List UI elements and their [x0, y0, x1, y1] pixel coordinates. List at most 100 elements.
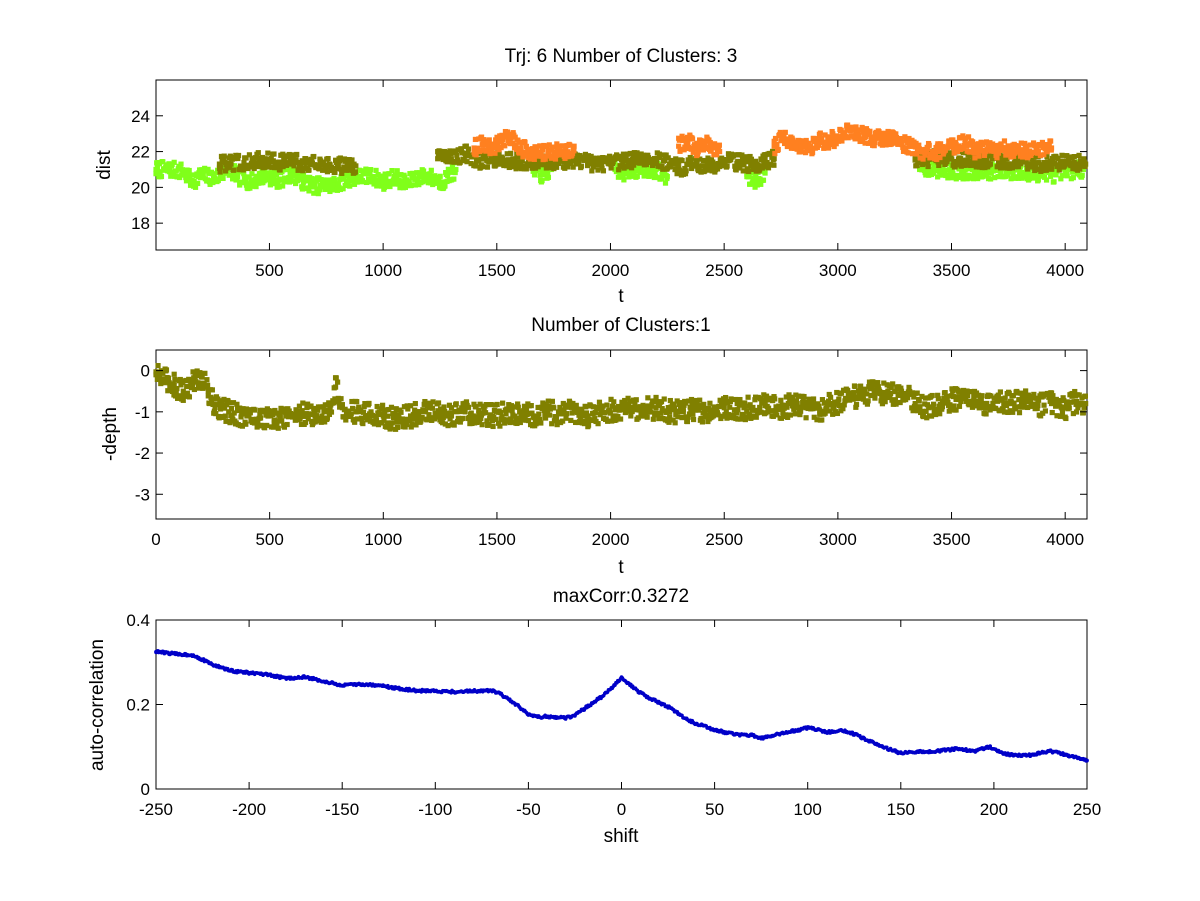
- data-point: [241, 159, 247, 166]
- data-point: [961, 162, 967, 169]
- data-point: [644, 170, 650, 176]
- data-point: [787, 412, 793, 418]
- data-point: [497, 161, 504, 167]
- data-point: [808, 399, 815, 405]
- data-point: [463, 143, 469, 149]
- data-point: [1056, 398, 1062, 404]
- data-point: [170, 169, 176, 175]
- data-point: [324, 169, 331, 175]
- data-point: [926, 404, 932, 410]
- data-point: [334, 166, 340, 172]
- ytick-label: -1: [135, 403, 150, 422]
- data-point: [554, 141, 560, 147]
- data-point: [283, 162, 290, 168]
- data-point: [727, 404, 733, 410]
- data-point: [960, 387, 967, 394]
- data-point: [490, 423, 496, 430]
- data-point: [452, 148, 459, 154]
- data-point: [913, 140, 919, 146]
- data-point: [974, 167, 980, 173]
- data-point: [1045, 146, 1052, 152]
- data-point: [942, 167, 948, 174]
- data-point: [183, 377, 189, 384]
- data-point: [850, 396, 856, 402]
- data-point: [1042, 408, 1049, 414]
- data-point: [723, 394, 729, 401]
- series-cluster-3: [471, 122, 1055, 163]
- data-point: [557, 158, 563, 164]
- data-point: [852, 136, 858, 142]
- data-point: [225, 160, 231, 166]
- data-point: [819, 417, 825, 423]
- data-point: [154, 165, 160, 171]
- data-point: [634, 173, 640, 179]
- data-point: [518, 166, 525, 172]
- data-point: [400, 182, 406, 188]
- data-point: [910, 408, 916, 414]
- data-point: [1063, 415, 1069, 422]
- data-point: [967, 166, 973, 172]
- data-point: [975, 398, 981, 404]
- data-point: [310, 181, 316, 187]
- data-point: [275, 163, 281, 169]
- data-point: [705, 418, 711, 425]
- data-point: [453, 401, 459, 407]
- data-point: [911, 394, 917, 400]
- data-point: [1020, 404, 1026, 410]
- data-point: [1046, 394, 1052, 400]
- data-point: [597, 156, 603, 163]
- data-point: [622, 397, 628, 404]
- data-point: [995, 398, 1001, 404]
- data-point: [476, 156, 482, 163]
- data-point: [271, 417, 277, 423]
- data-point: [493, 416, 499, 422]
- data-point: [1031, 149, 1037, 156]
- data-point: [1000, 406, 1006, 412]
- data-point: [825, 145, 832, 151]
- data-point: [831, 143, 837, 150]
- data-point: [337, 155, 343, 161]
- data-point: [975, 141, 981, 147]
- data-point: [923, 408, 929, 414]
- xtick-label: 4000: [1046, 530, 1084, 549]
- data-point: [399, 416, 405, 422]
- data-point: [779, 402, 785, 408]
- data-point: [793, 143, 800, 149]
- data-point: [302, 413, 308, 419]
- data-point: [296, 167, 302, 173]
- data-point: [1011, 400, 1017, 406]
- data-point: [384, 420, 390, 426]
- data-point: [228, 405, 235, 412]
- data-point: [440, 156, 446, 163]
- data-point: [926, 142, 932, 148]
- ytick-label: 24: [131, 107, 150, 126]
- data-point: [868, 392, 874, 399]
- data-point: [781, 133, 787, 139]
- data-point: [481, 137, 487, 143]
- data-point: [459, 415, 465, 422]
- data-point: [803, 415, 809, 421]
- data-point: [762, 398, 768, 404]
- data-point: [427, 405, 433, 411]
- data-point: [772, 135, 779, 142]
- data-point: [925, 146, 931, 152]
- data-point: [666, 419, 672, 425]
- data-point: [934, 156, 940, 163]
- data-point: [965, 134, 972, 140]
- subplot-3-title: maxCorr:0.3272: [553, 586, 689, 607]
- data-point: [445, 423, 451, 429]
- data-point: [822, 132, 828, 138]
- data-point: [1008, 176, 1014, 182]
- data-point: [292, 180, 299, 187]
- data-point: [335, 181, 341, 187]
- data-point: [457, 419, 463, 425]
- data-point: [765, 405, 772, 411]
- data-point: [154, 369, 160, 375]
- data-point: [1030, 159, 1036, 165]
- data-point: [745, 394, 751, 400]
- data-point: [688, 407, 694, 413]
- data-point: [654, 159, 660, 165]
- data-point: [583, 404, 589, 410]
- data-point: [627, 150, 633, 157]
- data-point: [1050, 393, 1056, 399]
